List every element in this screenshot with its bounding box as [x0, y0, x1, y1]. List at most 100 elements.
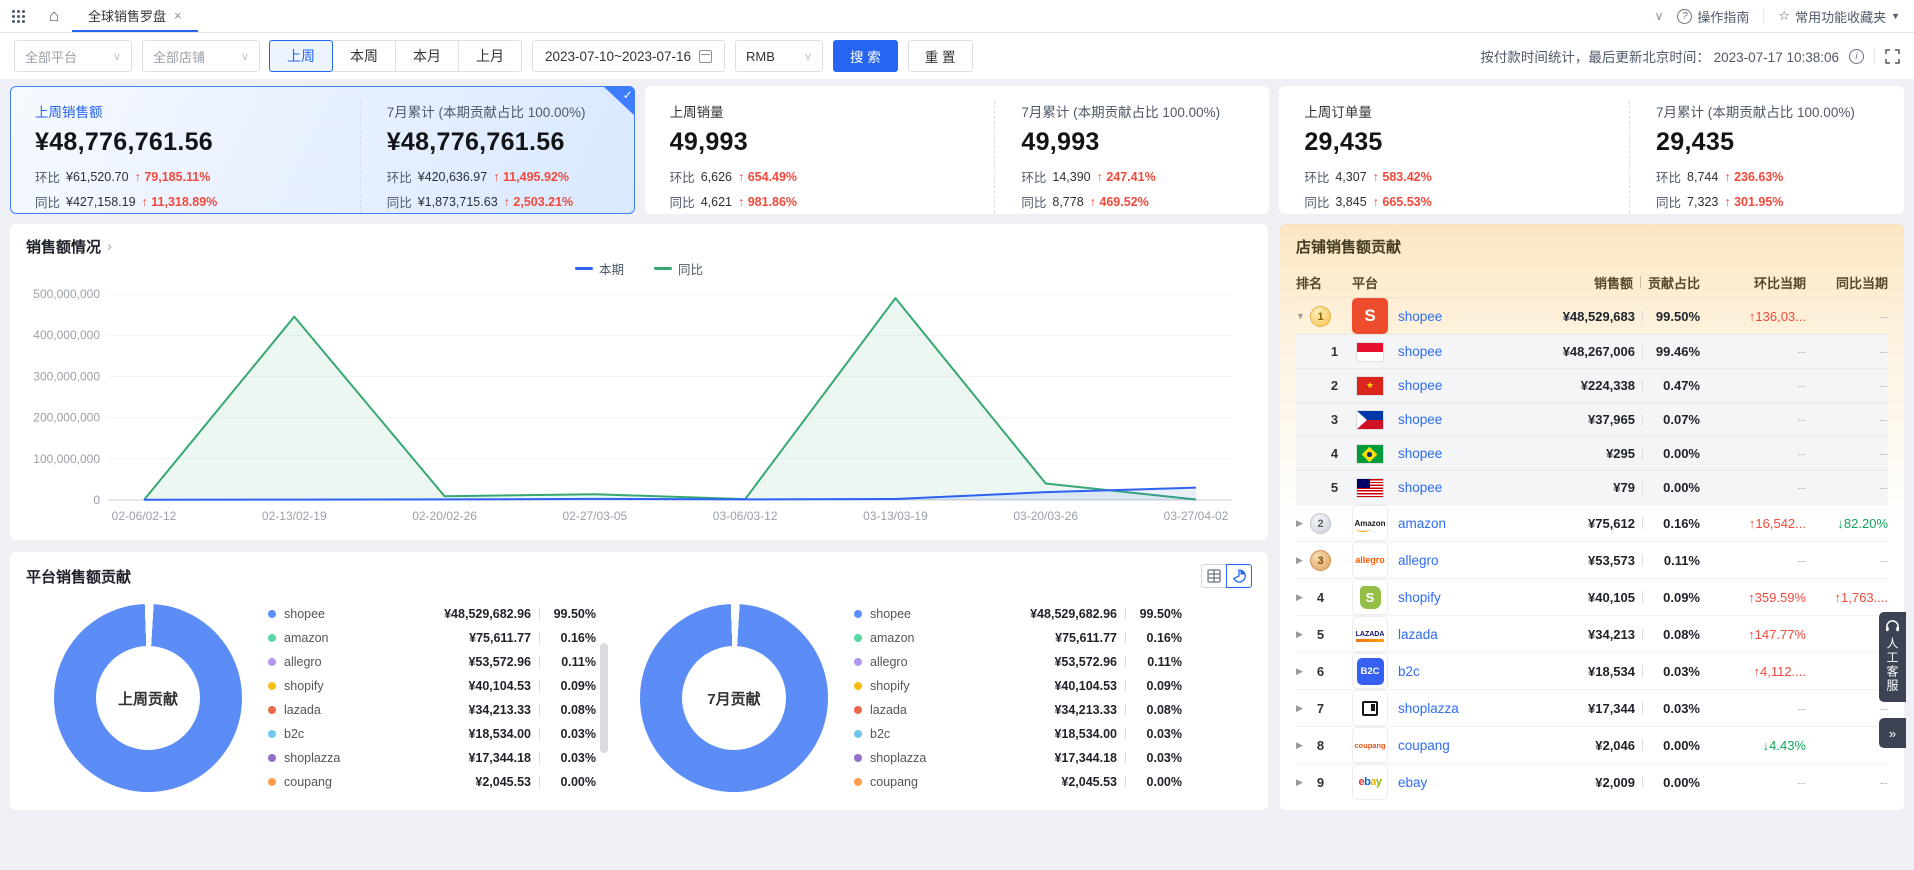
legend-item[interactable]: shopee ¥48,529,682.96 99.50% — [268, 602, 596, 626]
info-circle-icon[interactable]: i — [1849, 48, 1864, 64]
expand-arrow-icon[interactable]: ▶ — [1296, 591, 1303, 602]
platform-link[interactable]: shopee — [1398, 412, 1443, 427]
pie-view-toggle[interactable] — [1226, 564, 1252, 588]
kpi-subtitle: 7月累计 (本期贡献占比 100.00%) — [386, 105, 586, 120]
legend-item[interactable]: shopee ¥48,529,682.96 99.50% — [854, 602, 1182, 626]
platform-link[interactable]: ebay — [1398, 774, 1428, 790]
legend-item[interactable]: amazon ¥75,611.77 0.16% — [268, 626, 596, 650]
sales-value-cell: ¥2,046 0.00% — [1595, 737, 1700, 753]
search-button[interactable]: 搜 索 — [833, 40, 898, 72]
platform-contribution-panel: 平台销售额贡献 — [10, 552, 1268, 810]
guide-link[interactable]: ? 操作指南 — [1677, 7, 1749, 26]
legend-item[interactable]: coupang ¥2,045.53 0.00% — [268, 770, 596, 794]
platform-link[interactable]: shopify — [1398, 589, 1441, 605]
platform-link[interactable]: shopee — [1398, 480, 1443, 495]
svg-text:200,000,000: 200,000,000 — [33, 411, 100, 425]
customer-service-widget[interactable]: 人工客服 — [1879, 612, 1906, 702]
platform-link[interactable]: amazon — [1398, 515, 1447, 531]
yoy-change: -- — [1806, 664, 1888, 679]
fullscreen-icon[interactable] — [1885, 48, 1900, 64]
legend-dot-icon — [268, 706, 276, 714]
period-button[interactable]: 上周 — [269, 40, 333, 72]
collapse-chevron-icon[interactable]: ∨ — [1654, 9, 1664, 23]
apps-grid-icon[interactable] — [0, 0, 36, 32]
table-row: ▶ 3 allegro allegro ¥ — [1296, 541, 1888, 578]
legend-item[interactable]: allegro ¥53,572.96 0.11% — [854, 650, 1182, 674]
favorites-menu[interactable]: ☆ 常用功能收藏夹 ▼ — [1778, 8, 1900, 25]
chevron-right-icon[interactable]: › — [107, 238, 113, 255]
expand-arrow-icon[interactable]: ▶ — [1296, 665, 1303, 676]
svg-text:400,000,000: 400,000,000 — [33, 328, 100, 342]
divider — [1642, 591, 1643, 603]
platform-link[interactable]: shopee — [1398, 344, 1443, 359]
chevron-down-icon: ∨ — [240, 50, 249, 63]
period-button[interactable]: 本月 — [395, 40, 459, 72]
platform-link[interactable]: shoplazza — [1398, 700, 1459, 716]
shop-select[interactable]: 全部店铺 ∨ — [142, 40, 260, 72]
reset-button[interactable]: 重 置 — [907, 40, 973, 72]
currency-select[interactable]: RMB ∨ — [735, 40, 823, 72]
platform-link[interactable]: allegro — [1398, 552, 1439, 568]
legend-scrollbar[interactable] — [600, 643, 608, 753]
home-icon[interactable]: ⌂ — [48, 6, 60, 25]
legend-item[interactable]: shopify ¥40,104.53 0.09% — [268, 674, 596, 698]
legend-item[interactable]: coupang ¥2,045.53 0.00% — [854, 770, 1182, 794]
month-donut-chart[interactable]: 7月贡献 — [640, 604, 828, 792]
platform-link[interactable]: shopee — [1398, 308, 1443, 324]
platform-link[interactable]: shopee — [1398, 446, 1443, 461]
legend-item[interactable]: amazon ¥75,611.77 0.16% — [854, 626, 1182, 650]
period-button[interactable]: 本周 — [332, 40, 396, 72]
expand-arrow-icon[interactable]: ▶ — [1296, 554, 1303, 565]
calendar-icon — [699, 49, 712, 63]
yoy-change-row: 同比 ¥427,158.19 ↑ 11,318.89% — [35, 194, 218, 211]
mom-change-row: 环比 6,626 ↑ 654.49% — [669, 169, 798, 186]
kpi-card[interactable]: 上周销量 49,993 环比 6,626 ↑ 654.49% 同比 4,621 … — [644, 86, 1270, 214]
legend-item[interactable]: 本期 — [574, 259, 624, 278]
legend-item[interactable]: 同比 — [654, 259, 703, 278]
mom-change: -- — [1797, 480, 1806, 495]
platform-logo-icon: allegro — [1352, 542, 1388, 578]
legend-item[interactable]: b2c ¥18,534.00 0.03% — [854, 722, 1182, 746]
tab-close-icon[interactable]: × — [174, 7, 182, 23]
divider — [1642, 310, 1643, 322]
platform-link[interactable]: coupang — [1398, 737, 1450, 753]
week-donut-chart[interactable]: 上周贡献 — [54, 604, 242, 792]
rank-badge: 3 — [1310, 549, 1331, 571]
expand-arrow-icon[interactable]: ▼ — [1296, 311, 1305, 321]
period-button[interactable]: 上月 — [458, 40, 522, 72]
legend-dot-icon — [268, 610, 276, 618]
collapse-panel-button[interactable]: » — [1879, 718, 1906, 748]
platform-logo-icon: S — [1352, 579, 1388, 615]
table-row: 3 shopee ¥37,965 — [1296, 402, 1888, 436]
mom-change: -- — [1797, 774, 1806, 790]
svg-text:02-27/03-05: 02-27/03-05 — [562, 509, 627, 523]
platform-link[interactable]: shopee — [1398, 378, 1443, 393]
expand-arrow-icon[interactable]: ▶ — [1296, 776, 1303, 787]
legend-item[interactable]: allegro ¥53,572.96 0.11% — [268, 650, 596, 674]
expand-arrow-icon[interactable]: ▶ — [1296, 628, 1303, 639]
date-range-picker[interactable]: 2023-07-10~2023-07-16 — [532, 40, 725, 72]
kpi-card[interactable]: ✓ 上周销售额 ¥48,776,761.56 环比 ¥61,520.70 ↑ 7… — [10, 86, 635, 214]
legend-item[interactable]: b2c ¥18,534.00 0.03% — [268, 722, 596, 746]
platform-logo-icon — [1352, 470, 1388, 506]
divider — [1642, 379, 1643, 392]
platform-link[interactable]: lazada — [1398, 626, 1438, 642]
legend-item[interactable]: shopify ¥40,104.53 0.09% — [854, 674, 1182, 698]
legend-item[interactable]: shoplazza ¥17,344.18 0.03% — [268, 746, 596, 770]
legend-item[interactable]: lazada ¥34,213.33 0.08% — [268, 698, 596, 722]
kpi-card[interactable]: 上周订单量 29,435 环比 4,307 ↑ 583.42% 同比 3,845… — [1279, 86, 1905, 214]
platform-link[interactable]: b2c — [1398, 663, 1420, 679]
legend-item[interactable]: lazada ¥34,213.33 0.08% — [854, 698, 1182, 722]
sales-value-cell: ¥2,009 0.00% — [1595, 774, 1700, 790]
mom-change: ↑359.59% — [1748, 589, 1806, 605]
rank-badge: 5 — [1330, 480, 1339, 495]
legend-item[interactable]: shoplazza ¥17,344.18 0.03% — [854, 746, 1182, 770]
table-view-toggle[interactable] — [1201, 564, 1227, 588]
expand-arrow-icon[interactable]: ▶ — [1296, 739, 1303, 750]
tab-global-sales-compass[interactable]: 全球销售罗盘 × — [72, 0, 198, 32]
platform-select[interactable]: 全部平台 ∨ — [14, 40, 132, 72]
expand-arrow-icon[interactable]: ▶ — [1296, 517, 1303, 528]
mom-change-row: 环比 14,390 ↑ 247.41% — [1021, 169, 1156, 186]
expand-arrow-icon[interactable]: ▶ — [1296, 702, 1303, 713]
